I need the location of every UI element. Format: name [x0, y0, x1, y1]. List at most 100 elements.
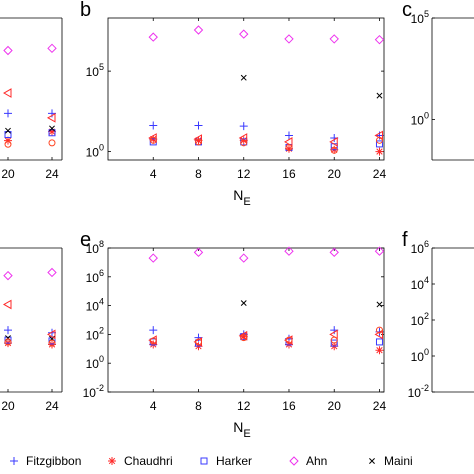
- point-fitzgibbon: [4, 109, 12, 118]
- point-chaudhri: [375, 346, 384, 355]
- point-circle: [240, 139, 248, 147]
- legend-marker-fitzgibbon: [10, 457, 18, 465]
- point-circle: [285, 336, 293, 344]
- y-tick-label: 104: [411, 275, 429, 292]
- x-tick-label: 4: [150, 399, 157, 413]
- point-maini: [376, 92, 383, 99]
- panel-e: e 4 8 12 16 20 24 10-2 100 102 104 106 108 NE: [80, 229, 386, 440]
- point-ahn: [374, 246, 385, 256]
- y-tick-label: 104: [86, 297, 104, 314]
- point-red_triangle: [2, 88, 12, 98]
- x-tick-label: 16: [282, 399, 296, 413]
- point-maini: [5, 127, 11, 134]
- point-ahn: [284, 246, 294, 256]
- point-harker: [330, 339, 338, 347]
- legend-label-maini: Maini: [384, 454, 413, 468]
- x-tick-label: 24: [45, 167, 59, 181]
- y-tick-label: 100: [86, 143, 104, 160]
- point-red_triangle: [46, 329, 56, 340]
- point-fitzgibbon: [239, 122, 248, 131]
- x-tick-label: 12: [237, 399, 251, 413]
- point-circle: [240, 334, 248, 342]
- y-tick-label: 108: [86, 239, 104, 256]
- legend-marker-harker: [200, 457, 208, 465]
- x-tick-label: 8: [195, 167, 202, 181]
- point-circle: [48, 139, 56, 147]
- point-red_triangle: [46, 112, 56, 123]
- point-harker: [4, 131, 12, 139]
- legend-item-maini: Maini: [369, 454, 413, 468]
- point-circle: [48, 339, 56, 347]
- y-tick-label: 10-2: [408, 383, 429, 400]
- x-tick-label: 12: [237, 167, 251, 181]
- x-tick-label: 24: [373, 399, 387, 413]
- legend-label-harker: Harker: [216, 454, 252, 468]
- point-chaudhri: [284, 144, 293, 153]
- panel-c: c 100 105: [402, 0, 474, 161]
- legend-item-harker: Harker: [200, 454, 252, 468]
- point-fitzgibbon: [149, 326, 158, 335]
- point-red_triangle: [148, 133, 157, 143]
- y-tick-label: 10-2: [83, 383, 104, 400]
- x-tick-label: 4: [150, 167, 157, 181]
- x-tick-label: 20: [328, 399, 342, 413]
- y-tick-label: 106: [86, 268, 104, 285]
- point-ahn: [148, 253, 158, 263]
- point-harker: [48, 337, 56, 345]
- point-fitzgibbon: [4, 326, 12, 335]
- legend: Fitzgibbon Chaudhri Harker Ahn Maini: [10, 454, 413, 468]
- point-ahn: [193, 25, 204, 35]
- panel-b: b 4 8 12 16 20 24 100 105 NE: [80, 0, 386, 208]
- y-tick-label: 100: [411, 347, 429, 364]
- point-chaudhri: [194, 136, 203, 145]
- x-tick-label: 20: [1, 399, 15, 413]
- point-ahn: [284, 34, 294, 44]
- point-harker: [48, 129, 56, 137]
- point-circle: [194, 338, 202, 346]
- point-ahn: [193, 247, 204, 258]
- point-red_triangle: [2, 299, 12, 310]
- x-tick-label: 24: [45, 399, 59, 413]
- point-ahn: [329, 34, 339, 44]
- point-harker: [375, 140, 383, 148]
- point-ahn: [239, 29, 249, 39]
- point-red_triangle: [283, 137, 293, 147]
- point-chaudhri: [48, 127, 56, 136]
- point-ahn: [148, 32, 158, 42]
- panel-letter-c: c: [402, 0, 412, 21]
- point-ahn: [47, 43, 57, 54]
- point-circle: [285, 143, 293, 151]
- point-red_triangle: [374, 329, 383, 340]
- point-ahn: [3, 270, 13, 281]
- x-tick-label: 20: [328, 167, 342, 181]
- point-chaudhri: [4, 136, 12, 145]
- point-maini: [240, 74, 247, 81]
- y-tick-label: 100: [411, 110, 429, 127]
- x-tick-label: 24: [373, 167, 387, 181]
- y-tick-label: 105: [411, 9, 429, 26]
- panel-letter-b: b: [80, 0, 91, 21]
- point-maini: [49, 125, 55, 132]
- legend-label-ahn: Ahn: [306, 454, 327, 468]
- point-red_triangle: [329, 137, 338, 147]
- point-circle: [194, 138, 202, 146]
- legend-item-ahn: Ahn: [289, 454, 327, 468]
- point-circle: [330, 336, 338, 344]
- point-fitzgibbon: [284, 131, 293, 140]
- x-axis-label: NE: [233, 187, 250, 208]
- axes-frame-e: [107, 247, 385, 393]
- legend-label-fitzgibbon: Fitzgibbon: [26, 454, 81, 468]
- legend-marker-ahn: [289, 456, 299, 466]
- point-fitzgibbon: [194, 121, 203, 130]
- point-circle: [4, 140, 12, 148]
- x-tick-label: 16: [282, 167, 296, 181]
- point-harker: [375, 338, 383, 346]
- y-tick-label: 102: [86, 325, 104, 342]
- point-red_triangle: [329, 329, 338, 340]
- y-tick-label: 106: [411, 239, 429, 256]
- y-tick-label: 102: [411, 311, 429, 328]
- point-chaudhri: [239, 332, 248, 341]
- y-tick-label: 100: [86, 354, 104, 371]
- panel-letter-f: f: [402, 229, 408, 251]
